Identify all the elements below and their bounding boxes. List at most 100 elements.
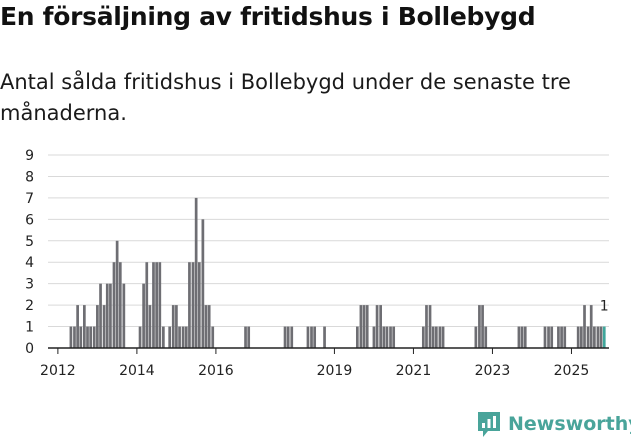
- bar: [478, 305, 481, 348]
- bar: [89, 326, 93, 348]
- x-tick-label: 2012: [40, 363, 76, 379]
- bar: [517, 326, 521, 348]
- brand: Newsworthy: [476, 410, 631, 438]
- bar: [155, 262, 158, 348]
- y-tick-label: 7: [25, 191, 34, 207]
- bar: [313, 326, 317, 348]
- bar: [201, 219, 205, 348]
- bar: [211, 326, 215, 348]
- bar: [204, 305, 208, 348]
- bar: [86, 326, 89, 348]
- bar: [481, 305, 484, 348]
- bar: [181, 326, 185, 348]
- bar: [441, 326, 445, 348]
- y-tick-label: 9: [25, 148, 34, 164]
- bar: [389, 326, 392, 348]
- bar: [188, 262, 191, 348]
- y-tick-label: 1: [25, 320, 34, 336]
- bar: [310, 326, 313, 348]
- bar: [175, 305, 178, 348]
- bar: [83, 305, 86, 348]
- bar: [523, 326, 527, 348]
- bar: [96, 305, 99, 348]
- x-tick-label: 2023: [475, 363, 511, 379]
- bar: [69, 326, 73, 348]
- x-tick-label: 2021: [396, 363, 432, 379]
- bar: [431, 326, 435, 348]
- bar: [576, 326, 580, 348]
- bar: [586, 326, 590, 348]
- bar: [207, 305, 211, 348]
- bar: [385, 326, 389, 348]
- x-tick-label: 2025: [554, 363, 590, 379]
- bar: [171, 305, 175, 348]
- bar: [372, 326, 376, 348]
- bar: [563, 326, 567, 348]
- y-tick-label: 2: [25, 298, 34, 314]
- bar: [428, 305, 432, 348]
- bar-chart: 0 1 2 3 4 5 6 7 8 9 2012 2014 2016 2019 2021 2023 2025 1: [25, 148, 609, 379]
- bar: [323, 326, 326, 348]
- bar: [115, 240, 119, 348]
- bar: [474, 326, 478, 348]
- bar: [138, 326, 142, 348]
- bar: [599, 326, 603, 348]
- bar: [286, 326, 290, 348]
- bar: [145, 262, 149, 348]
- bar: [197, 262, 201, 348]
- bar: [178, 326, 181, 348]
- bar: [191, 262, 195, 348]
- bar: [589, 305, 593, 348]
- bar: [194, 197, 198, 348]
- bar: [142, 283, 145, 348]
- bar-latest: [602, 326, 606, 348]
- bar: [92, 326, 96, 348]
- bar: [158, 262, 162, 348]
- bar: [560, 326, 563, 348]
- bar: [168, 326, 172, 348]
- bar: [365, 305, 369, 348]
- bar: [102, 305, 106, 348]
- y-tick-label: 4: [25, 255, 34, 271]
- bar: [99, 283, 102, 348]
- y-tick-label: 8: [25, 169, 34, 185]
- bar: [543, 326, 547, 348]
- bar: [484, 326, 488, 348]
- bar: [184, 326, 188, 348]
- y-tick-label: 6: [25, 212, 34, 228]
- y-tick-label: 5: [25, 234, 34, 250]
- bar: [362, 305, 366, 348]
- bar: [550, 326, 554, 348]
- bar-chart-speech-icon: [478, 412, 500, 437]
- x-tick-label: 2016: [198, 363, 234, 379]
- bar: [425, 305, 428, 348]
- bar: [382, 326, 386, 348]
- bar: [438, 326, 442, 348]
- brand-name: Newsworthy: [508, 413, 631, 435]
- bar: [76, 305, 79, 348]
- bar: [109, 283, 112, 348]
- bar: [244, 326, 247, 348]
- bar: [290, 326, 294, 348]
- chart-subtitle: Antal sålda fritidshus i Bollebygd under…: [0, 70, 571, 125]
- bar: [247, 326, 251, 348]
- bar: [375, 305, 379, 348]
- data-label-latest: 1: [600, 299, 609, 315]
- bar: [152, 262, 155, 348]
- bar: [593, 326, 596, 348]
- bar: [283, 326, 287, 348]
- bar: [557, 326, 560, 348]
- bar: [79, 326, 83, 348]
- bar: [359, 305, 363, 348]
- y-tick-label: 3: [25, 277, 34, 293]
- bar: [379, 305, 382, 348]
- x-tick-label: 2014: [119, 363, 155, 379]
- chart-title: En försäljning av fritidshus i Bollebygd: [0, 2, 536, 31]
- bar: [105, 283, 109, 348]
- y-tick-label: 0: [25, 341, 34, 357]
- bar: [421, 326, 425, 348]
- bar: [583, 305, 586, 348]
- bar: [148, 305, 152, 348]
- bar: [112, 262, 116, 348]
- bar: [355, 326, 359, 348]
